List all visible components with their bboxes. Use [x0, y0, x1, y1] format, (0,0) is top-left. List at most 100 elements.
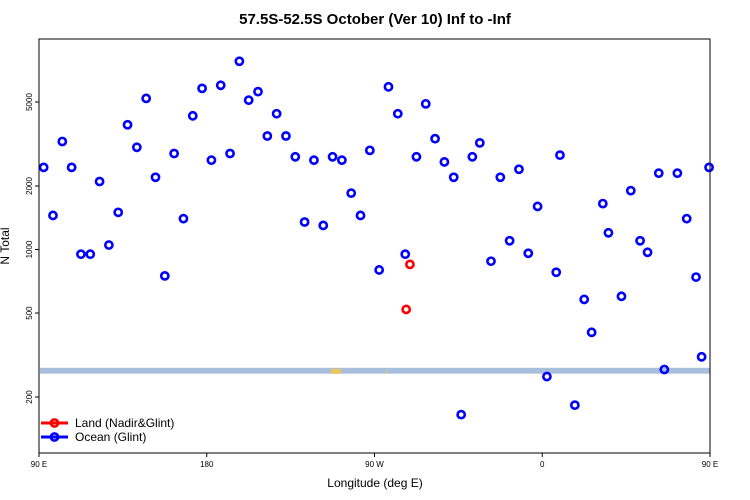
ocean-point [206, 155, 217, 166]
ocean-point [159, 270, 170, 281]
ocean-point [374, 265, 385, 275]
ocean-point [234, 56, 245, 67]
ocean-point [448, 172, 459, 183]
ocean-point [586, 327, 597, 338]
ocean-point [187, 110, 198, 121]
ocean-point [523, 248, 534, 259]
legend-land-marker [49, 418, 60, 428]
ocean-point [225, 148, 235, 159]
chart-title: 57.5S-52.5S October (Ver 10) Inf to -Inf [239, 11, 512, 28]
x-tick-label: 0 [540, 460, 545, 469]
x-tick-label: 90 E [31, 460, 47, 469]
ocean-point [420, 98, 431, 109]
ocean-point [681, 213, 692, 224]
legend: Land (Nadir&Glint) Ocean (Glint) [41, 416, 174, 444]
ocean-point [131, 142, 142, 153]
ocean-point [542, 371, 552, 382]
ocean-point [486, 256, 496, 267]
ocean-point [704, 162, 714, 173]
ocean-point [66, 162, 77, 173]
legend-ocean-marker [49, 432, 60, 442]
data-points [38, 56, 714, 420]
x-axis-label: Longitude (deg E) [327, 476, 422, 490]
ocean-point [336, 155, 347, 166]
ocean-point [625, 185, 636, 196]
ocean-point [76, 249, 86, 260]
ocean-point [94, 176, 105, 187]
ocean-point [150, 172, 161, 183]
ocean-point [659, 364, 670, 375]
ocean-point [456, 409, 467, 420]
ocean-point [532, 201, 543, 212]
ocean-point [290, 151, 301, 162]
ocean-point [48, 210, 58, 221]
ocean-point [411, 151, 422, 162]
ocean-point [474, 138, 485, 148]
ocean-point [197, 83, 207, 94]
y-tick-label: 500 [25, 306, 34, 320]
y-axis-label: N Total [0, 227, 12, 264]
ocean-point [262, 131, 273, 141]
ocean-point [430, 133, 440, 144]
x-axis: 90 E 180 90 W 0 90 E [31, 453, 718, 469]
legend-land-label: Land (Nadir&Glint) [75, 416, 174, 430]
ocean-point [318, 220, 329, 231]
y-tick-label: 200 [25, 390, 34, 404]
ocean-point [495, 172, 506, 183]
ocean-point [113, 207, 124, 218]
ocean-point [551, 267, 562, 278]
map-strip-band [40, 367, 710, 374]
ocean-point [355, 210, 366, 221]
x-tick-label: 180 [200, 460, 214, 469]
map-strip-land [331, 368, 341, 374]
ocean-point [271, 108, 282, 119]
ocean-point [514, 164, 524, 175]
ocean-point [253, 86, 263, 97]
plot-frame [38, 38, 711, 454]
ocean-point [569, 400, 580, 411]
ocean-point [467, 151, 478, 162]
x-tick-label: 90 E [702, 460, 718, 469]
ocean-point [597, 198, 608, 209]
ocean-point [555, 150, 565, 161]
ocean-point [327, 151, 338, 162]
ocean-point [579, 294, 590, 305]
ocean-point [85, 249, 96, 260]
ocean-point [169, 148, 180, 159]
ocean-point [346, 188, 357, 199]
ocean-point [400, 249, 411, 260]
ocean-point [215, 80, 226, 91]
ocean-point [383, 81, 394, 92]
ocean-point [672, 168, 683, 179]
y-axis: 200 500 1000 2000 5000 [25, 93, 39, 404]
ocean-point [691, 272, 701, 282]
ocean-point [243, 95, 254, 106]
ocean-point [309, 155, 319, 166]
ocean-point [122, 119, 133, 130]
y-tick-label: 5000 [25, 93, 34, 111]
ocean-point [504, 235, 515, 246]
ocean-point [281, 131, 291, 141]
ocean-point [57, 136, 68, 147]
ocean-point [696, 351, 707, 362]
ocean-point [141, 93, 152, 104]
ocean-point [635, 235, 646, 246]
legend-ocean-label: Ocean (Glint) [75, 430, 146, 444]
ocean-point [439, 157, 450, 167]
x-tick-label: 90 W [365, 460, 384, 469]
ocean-point [603, 227, 614, 238]
map-strip [40, 367, 710, 374]
land-point [401, 304, 412, 315]
ocean-point [178, 213, 189, 224]
ocean-point [299, 217, 310, 227]
land-point [405, 259, 415, 270]
ocean-point [642, 247, 653, 258]
ocean-point [103, 240, 114, 250]
ocean-point [653, 168, 664, 179]
ocean-point [392, 108, 403, 119]
ocean-point [616, 291, 627, 302]
ocean-point [364, 145, 375, 156]
map-strip-land [386, 370, 388, 373]
ocean-point [38, 162, 49, 173]
